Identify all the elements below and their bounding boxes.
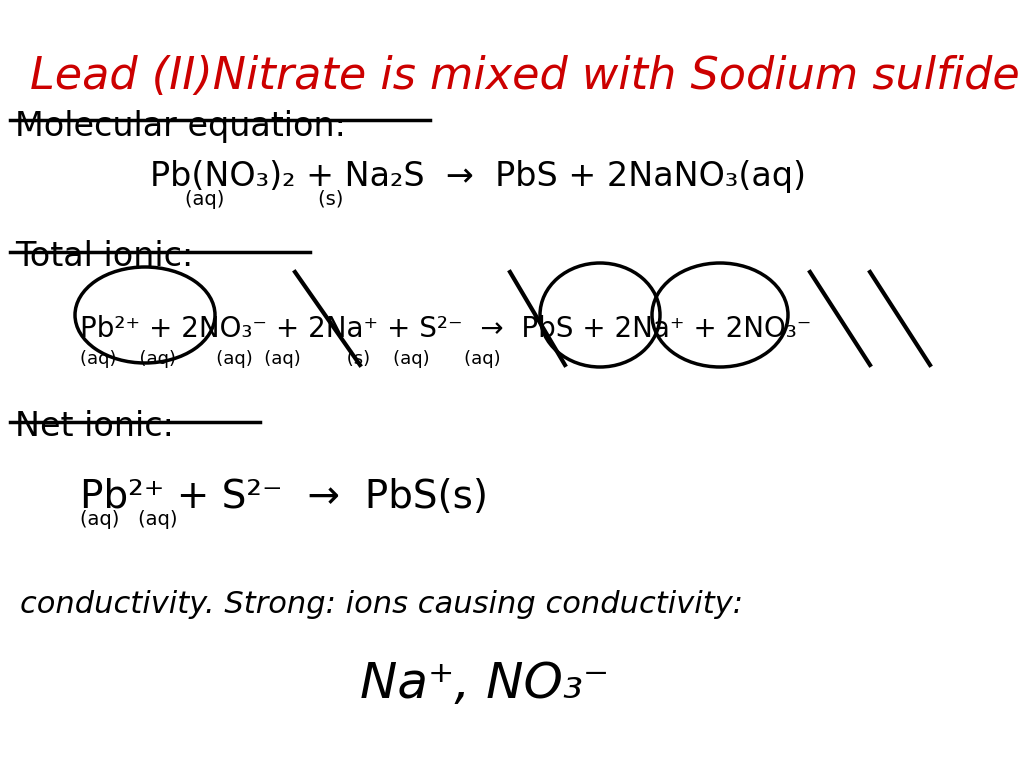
Text: Pb(NO₃)₂ + Na₂S  →  PbS + 2NaNO₃(aq): Pb(NO₃)₂ + Na₂S → PbS + 2NaNO₃(aq) xyxy=(150,160,806,193)
Text: (aq)    (aq)       (aq)  (aq)        (s)    (aq)      (aq): (aq) (aq) (aq) (aq) (s) (aq) (aq) xyxy=(80,350,501,368)
Text: Pb²⁺ + S²⁻  →  PbS(s): Pb²⁺ + S²⁻ → PbS(s) xyxy=(80,478,488,516)
Text: (aq)   (aq): (aq) (aq) xyxy=(80,510,177,529)
Text: Na⁺, NO₃⁻: Na⁺, NO₃⁻ xyxy=(360,660,609,708)
Text: (aq)               (s): (aq) (s) xyxy=(185,190,343,209)
Text: Molecular equation:: Molecular equation: xyxy=(15,110,346,143)
Text: conductivity. Strong: ions causing conductivity:: conductivity. Strong: ions causing condu… xyxy=(20,590,743,619)
Text: Total ionic:: Total ionic: xyxy=(15,240,194,273)
Text: Net ionic:: Net ionic: xyxy=(15,410,174,443)
Text: Lead (II)Nitrate is mixed with Sodium sulfide: Lead (II)Nitrate is mixed with Sodium su… xyxy=(30,55,1020,98)
Text: Pb²⁺ + 2NO₃⁻ + 2Na⁺ + S²⁻  →  PbS + 2Na⁺ + 2NO₃⁻: Pb²⁺ + 2NO₃⁻ + 2Na⁺ + S²⁻ → PbS + 2Na⁺ +… xyxy=(80,315,811,343)
